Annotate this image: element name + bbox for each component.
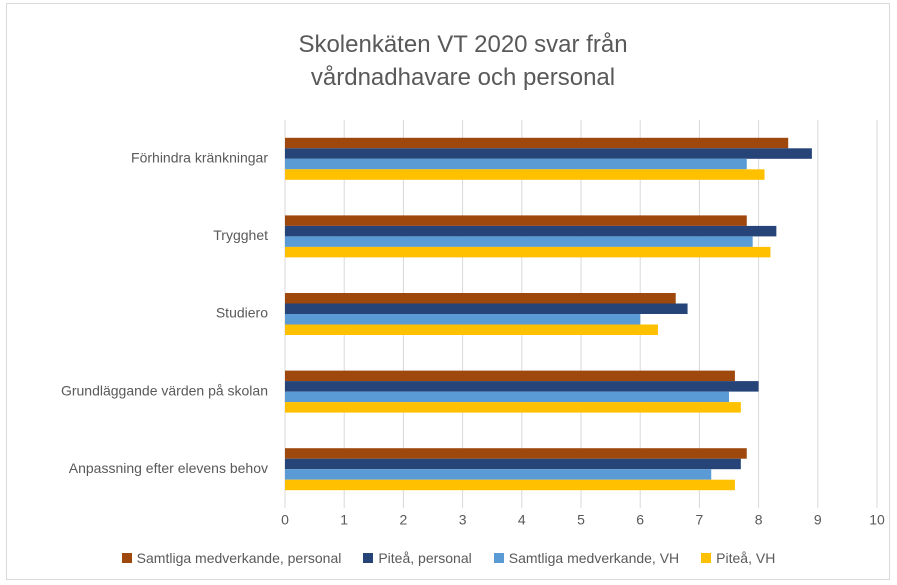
legend-swatch bbox=[493, 553, 504, 563]
bar bbox=[285, 448, 747, 459]
legend-swatch bbox=[121, 553, 132, 563]
bar bbox=[285, 370, 735, 382]
bar bbox=[285, 402, 741, 413]
x-tick-label: 6 bbox=[636, 512, 644, 528]
legend-label: Samtliga medverkande, personal bbox=[136, 550, 342, 566]
x-tick-label: 1 bbox=[340, 512, 348, 528]
x-tick-label: 3 bbox=[459, 512, 467, 528]
bar bbox=[285, 314, 641, 325]
bar bbox=[285, 479, 735, 491]
bar bbox=[285, 215, 747, 226]
x-tick-label: 2 bbox=[400, 512, 408, 528]
y-tick-label: Förhindra kränkningar bbox=[131, 150, 268, 166]
bar bbox=[285, 169, 765, 180]
legend-swatch bbox=[701, 553, 712, 563]
bar bbox=[285, 391, 729, 403]
bar bbox=[285, 469, 712, 480]
legend-swatch bbox=[363, 553, 374, 563]
bar bbox=[285, 137, 789, 149]
legend-item: Piteå, VH bbox=[701, 550, 775, 566]
legend-label: Piteå, personal bbox=[378, 550, 472, 566]
bar bbox=[285, 236, 753, 247]
legend-item: Piteå, personal bbox=[363, 550, 472, 566]
bar bbox=[285, 225, 777, 237]
bar bbox=[285, 148, 812, 159]
legend-item: Samtliga medverkande, VH bbox=[493, 550, 680, 566]
x-tick-label: 10 bbox=[869, 512, 885, 528]
bar bbox=[285, 293, 676, 304]
x-tick-label: 9 bbox=[814, 512, 822, 528]
chart-frame bbox=[6, 3, 890, 580]
y-tick-label: Trygghet bbox=[213, 227, 268, 243]
y-tick-label: Anpassning efter elevens behov bbox=[69, 460, 268, 476]
legend-label: Samtliga medverkande, VH bbox=[508, 550, 680, 566]
legend: Samtliga medverkande, personal Piteå, per… bbox=[0, 550, 897, 566]
y-tick-label: Studiero bbox=[216, 305, 268, 321]
bar bbox=[285, 246, 771, 258]
bar bbox=[285, 303, 688, 314]
x-tick-label: 4 bbox=[518, 512, 526, 528]
legend-label: Piteå, VH bbox=[716, 550, 776, 566]
y-tick-label: Grundläggande värden på skolan bbox=[61, 382, 268, 398]
x-tick-label: 7 bbox=[696, 512, 704, 528]
chart-title: Skolenkäten VT 2020 svar från vårdnadhav… bbox=[298, 31, 628, 91]
x-tick-label: 5 bbox=[577, 512, 585, 528]
bar bbox=[285, 458, 741, 470]
bar bbox=[285, 158, 747, 170]
bar bbox=[285, 381, 759, 392]
bar bbox=[285, 324, 658, 335]
legend-item: Samtliga medverkande, personal bbox=[121, 550, 342, 566]
x-tick-label: 8 bbox=[755, 512, 763, 528]
x-tick-label: 0 bbox=[281, 512, 289, 528]
